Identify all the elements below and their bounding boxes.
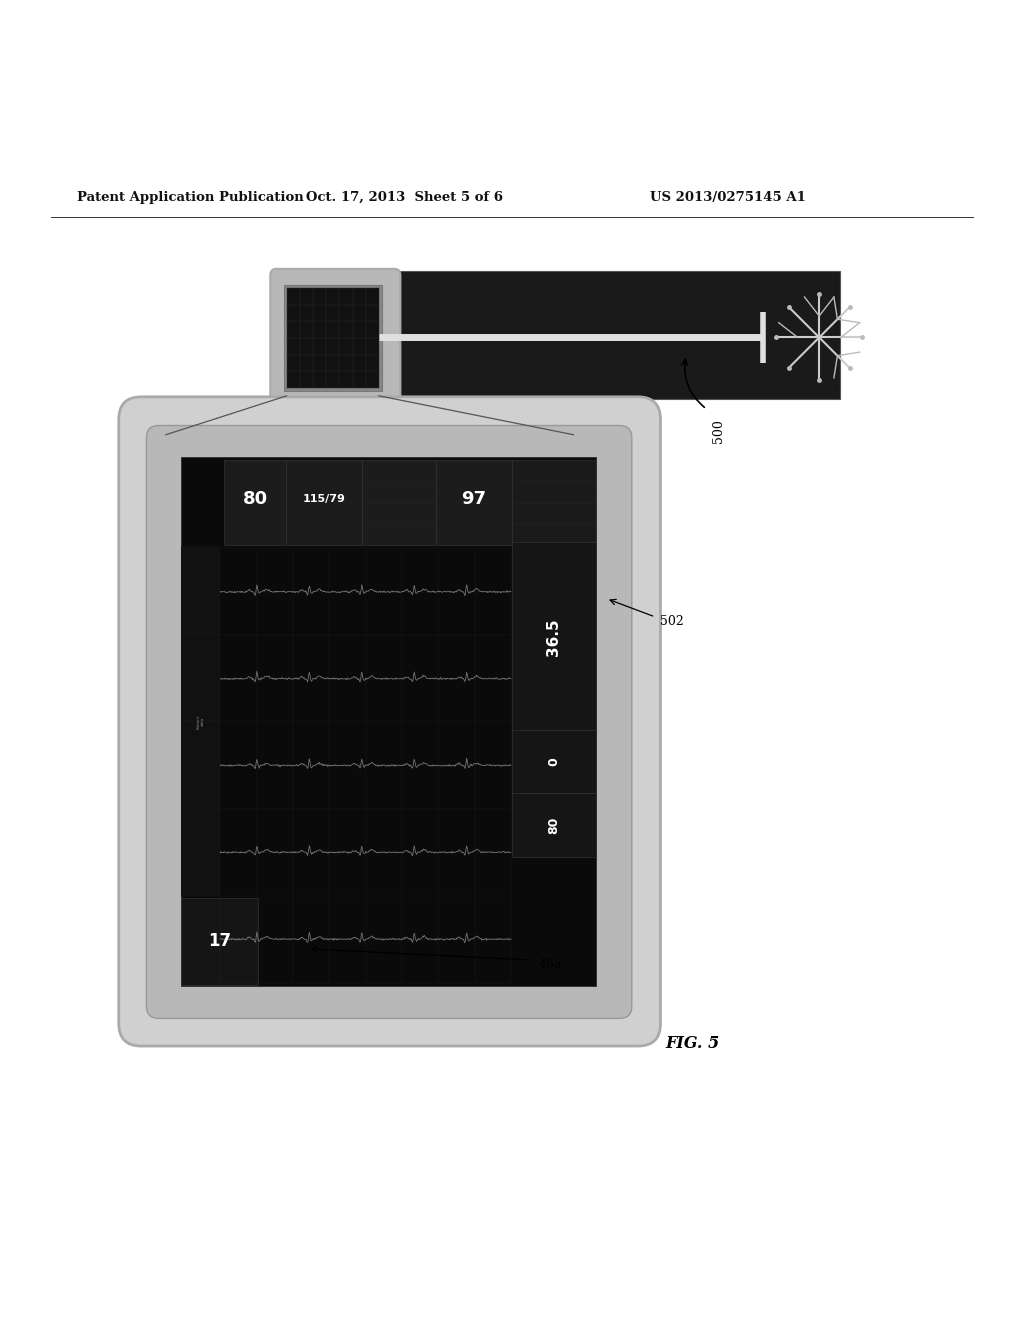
- Text: 80: 80: [243, 490, 267, 508]
- Bar: [287, 288, 379, 388]
- Bar: [181, 898, 258, 985]
- Bar: [436, 461, 512, 545]
- FancyBboxPatch shape: [284, 285, 382, 391]
- Text: Patent Application Publication: Patent Application Publication: [77, 190, 303, 203]
- Bar: [286, 461, 362, 545]
- Text: 36.5: 36.5: [547, 618, 561, 656]
- Text: 500: 500: [712, 420, 725, 444]
- Text: Oct. 17, 2013  Sheet 5 of 6: Oct. 17, 2013 Sheet 5 of 6: [306, 190, 503, 203]
- Bar: [362, 461, 436, 545]
- Text: 0: 0: [548, 756, 560, 766]
- Bar: [512, 543, 596, 731]
- FancyBboxPatch shape: [119, 397, 660, 1045]
- Bar: [224, 461, 286, 545]
- Bar: [512, 793, 596, 857]
- Text: US 2013/0275145 A1: US 2013/0275145 A1: [650, 190, 806, 203]
- Bar: [181, 548, 220, 895]
- Text: FIG. 5: FIG. 5: [666, 1035, 720, 1052]
- Text: Patient
data: Patient data: [197, 714, 205, 729]
- Bar: [512, 461, 596, 545]
- Text: 46a: 46a: [539, 957, 562, 970]
- Text: 115/79: 115/79: [303, 494, 345, 503]
- Text: 80: 80: [548, 816, 560, 833]
- Text: 502: 502: [660, 615, 684, 627]
- Text: 17: 17: [208, 932, 231, 950]
- Bar: [271, 271, 840, 399]
- FancyBboxPatch shape: [146, 425, 632, 1019]
- Bar: [512, 730, 596, 793]
- Text: 97: 97: [462, 490, 486, 508]
- FancyBboxPatch shape: [270, 269, 400, 403]
- Bar: [181, 457, 596, 986]
